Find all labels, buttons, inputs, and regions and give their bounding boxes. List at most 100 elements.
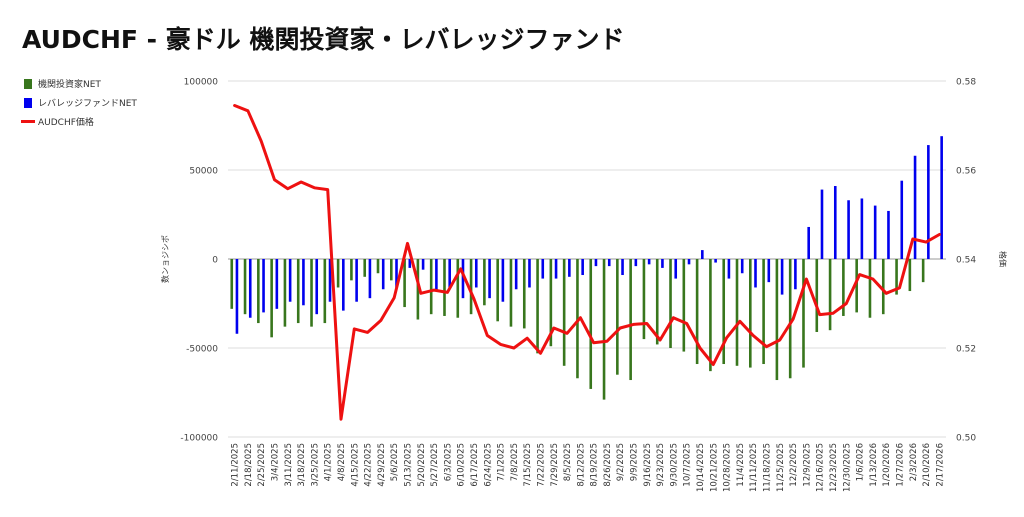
bar-leveraged	[355, 259, 358, 302]
legend-item-institutional: 機関投資家NET	[24, 74, 137, 93]
x-tick-label: 1/13/2026	[869, 443, 879, 487]
bar-leveraged	[342, 259, 345, 311]
bar-institutional	[443, 259, 446, 316]
bar-leveraged	[248, 259, 252, 318]
bar-institutional	[709, 259, 712, 372]
bar-leveraged	[847, 200, 850, 259]
y2-axis-label: 格価	[998, 251, 1008, 267]
legend-swatch-price	[21, 120, 35, 123]
bar-institutional	[762, 259, 765, 365]
x-tick-label: 12/2/2025	[789, 443, 799, 487]
bar-institutional	[655, 259, 659, 345]
bar-institutional	[576, 259, 579, 379]
x-tick-label: 5/13/2025	[404, 443, 414, 487]
bar-leveraged	[900, 180, 904, 259]
bar-leveraged	[780, 259, 784, 295]
bar-institutional	[403, 259, 406, 308]
bar-institutional	[602, 259, 606, 400]
bar-institutional	[735, 259, 739, 366]
x-tick-label: 1/27/2026	[896, 443, 906, 487]
legend-label-institutional: 機関投資家NET	[38, 80, 101, 90]
bar-leveraged	[607, 259, 611, 267]
bar-leveraged	[927, 145, 930, 259]
x-tick-label: 2/11/2025	[231, 443, 241, 487]
bar-leveraged	[727, 259, 731, 279]
x-tick-label: 5/6/2025	[390, 443, 400, 481]
x-tick-label: 11/25/2025	[776, 443, 786, 492]
bar-institutional	[802, 259, 805, 368]
x-tick-label: 3/25/2025	[310, 443, 320, 487]
bar-leveraged	[435, 259, 438, 292]
bar-leveraged	[940, 136, 943, 259]
bar-leveraged	[807, 226, 810, 259]
bar-leveraged	[235, 259, 239, 334]
bar-institutional	[469, 259, 473, 315]
x-tick-label: 2/3/2026	[909, 443, 919, 481]
x-tick-label: 3/4/2025	[271, 443, 281, 481]
bar-institutional	[695, 259, 699, 365]
x-tick-label: 12/16/2025	[816, 443, 826, 492]
bar-institutional	[323, 259, 327, 324]
bar-leveraged	[754, 259, 757, 288]
y-tick-label: 50000	[189, 167, 218, 177]
bar-institutional	[549, 259, 553, 347]
y-tick-label: -100000	[180, 434, 218, 444]
bar-leveraged	[421, 259, 425, 270]
bar-leveraged	[913, 155, 917, 259]
bar-institutional	[629, 259, 632, 381]
bar-institutional	[283, 259, 287, 327]
bar-institutional	[509, 259, 513, 327]
bar-institutional	[429, 259, 433, 315]
bar-leveraged	[873, 205, 877, 259]
bar-institutional	[616, 259, 619, 375]
bar-institutional	[296, 259, 300, 324]
bar-leveraged	[328, 259, 332, 302]
bar-institutional	[390, 259, 393, 281]
bar-leveraged	[740, 259, 744, 274]
y-tick-label: 100000	[184, 78, 219, 88]
x-tick-label: 12/30/2025	[842, 443, 852, 492]
bar-institutional	[589, 259, 593, 389]
bar-institutional	[842, 259, 845, 316]
bar-leveraged	[674, 259, 678, 279]
bar-leveraged	[820, 189, 824, 259]
x-tick-label: 2/10/2026	[922, 443, 932, 487]
bar-institutional	[921, 259, 925, 283]
x-tick-label: 4/22/2025	[364, 443, 374, 487]
bar-institutional	[642, 259, 646, 340]
bar-leveraged	[554, 259, 558, 279]
bar-institutional	[257, 259, 260, 324]
x-tick-label: 9/23/2025	[656, 443, 666, 487]
legend: 機関投資家NET レバレッジファンドNET AUDCHF価格	[21, 74, 137, 131]
x-tick-label: 7/22/2025	[537, 443, 547, 487]
x-tick-label: 5/20/2025	[417, 443, 427, 487]
x-tick-label: 10/21/2025	[709, 443, 719, 492]
x-tick-label: 11/11/2025	[749, 443, 759, 492]
bar-leveraged	[594, 259, 598, 267]
bar-leveraged	[315, 259, 319, 315]
x-tick-label: 3/11/2025	[284, 443, 294, 487]
x-tick-label: 7/29/2025	[550, 443, 560, 487]
bar-institutional	[868, 259, 872, 318]
bar-leveraged	[368, 259, 372, 299]
x-tick-label: 7/8/2025	[510, 443, 520, 481]
legend-swatch-institutional	[24, 78, 32, 89]
bar-institutional	[336, 259, 340, 288]
bar-leveraged	[448, 259, 451, 288]
x-tick-label: 10/28/2025	[723, 443, 733, 492]
y-axis-label: 数ンョジシポ	[160, 235, 170, 283]
x-tick-label: 6/24/2025	[483, 443, 493, 487]
bar-leveraged	[288, 259, 292, 302]
bar-institutional	[815, 259, 819, 332]
bar-leveraged	[701, 250, 704, 259]
x-tick-label: 9/16/2025	[643, 443, 653, 487]
bar-leveraged	[634, 259, 638, 267]
legend-label-leveraged: レバレッジファンドNET	[38, 99, 137, 109]
bar-institutional	[230, 259, 234, 309]
bar-leveraged	[275, 259, 279, 309]
bar-leveraged	[794, 259, 797, 290]
bar-leveraged	[488, 259, 491, 299]
bar-leveraged	[514, 259, 518, 290]
x-tick-label: 2/17/2026	[935, 443, 945, 487]
